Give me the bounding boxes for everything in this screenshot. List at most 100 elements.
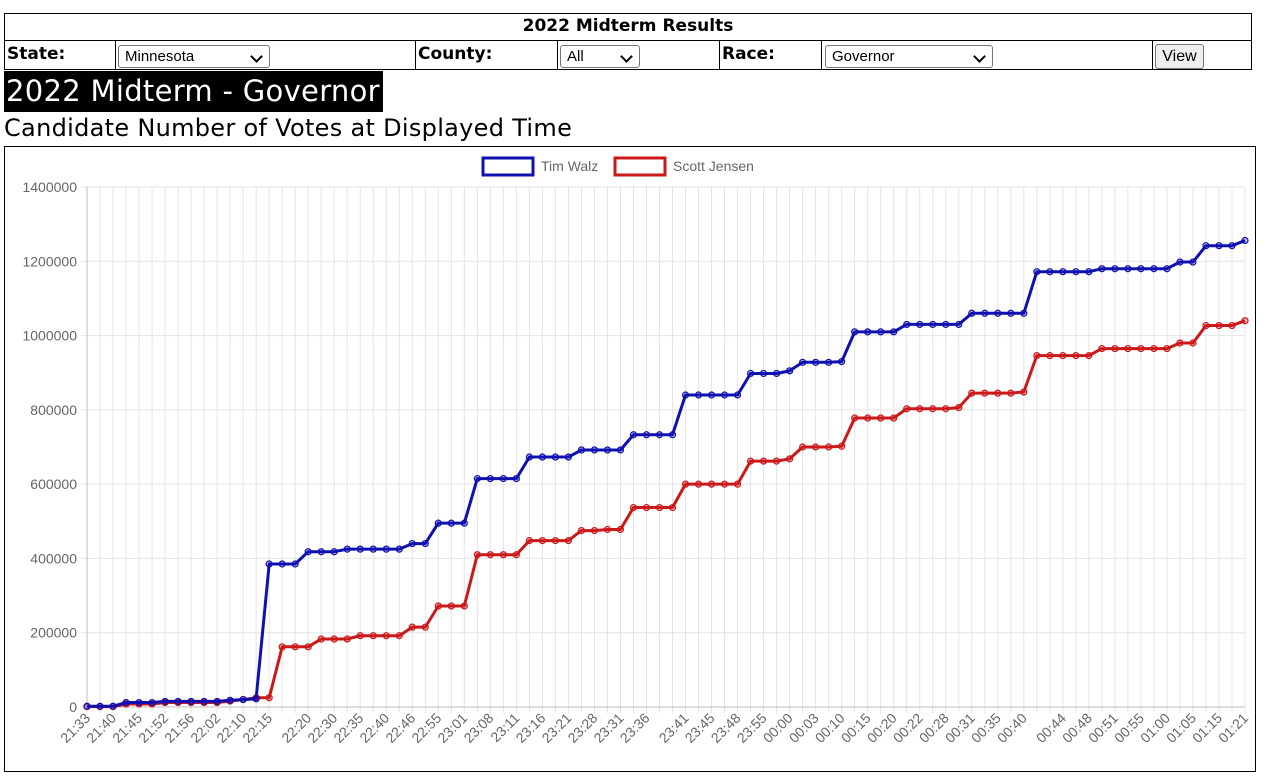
data-point[interactable] (825, 358, 833, 366)
view-button[interactable]: View (1155, 44, 1204, 69)
data-point[interactable] (629, 431, 638, 439)
legend-label[interactable]: Tim Walz (541, 158, 598, 174)
data-point[interactable] (473, 551, 481, 559)
data-point[interactable] (1072, 352, 1080, 360)
data-point[interactable] (746, 369, 755, 378)
data-point[interactable] (955, 404, 963, 412)
data-point[interactable] (239, 695, 247, 704)
data-point[interactable] (512, 474, 520, 483)
data-point[interactable] (877, 414, 885, 422)
data-point[interactable] (317, 548, 325, 556)
data-point[interactable] (1137, 265, 1145, 273)
data-point[interactable] (1189, 258, 1197, 266)
data-point[interactable] (655, 431, 664, 439)
data-point[interactable] (1072, 268, 1080, 276)
data-point[interactable] (317, 635, 325, 643)
data-point[interactable] (968, 309, 976, 317)
data-point[interactable] (434, 602, 442, 610)
data-point[interactable] (1007, 309, 1015, 317)
data-point[interactable] (1163, 344, 1171, 353)
data-point[interactable] (942, 405, 950, 413)
data-point[interactable] (981, 389, 989, 397)
data-point[interactable] (1215, 242, 1223, 250)
data-point[interactable] (851, 414, 859, 422)
data-point[interactable] (265, 694, 273, 702)
data-point[interactable] (499, 551, 507, 559)
data-point[interactable] (812, 358, 820, 366)
data-point[interactable] (538, 453, 546, 461)
data-point[interactable] (890, 328, 898, 336)
data-point[interactable] (291, 560, 299, 568)
data-point[interactable] (707, 480, 716, 488)
data-point[interactable] (564, 453, 573, 461)
county-select[interactable]: All (560, 45, 640, 68)
data-point[interactable] (213, 697, 221, 706)
data-point[interactable] (369, 632, 377, 640)
data-point[interactable] (603, 525, 612, 534)
data-point[interactable] (720, 391, 729, 399)
data-point[interactable] (408, 539, 416, 548)
race-select[interactable]: Governor (825, 45, 993, 68)
data-point[interactable] (694, 391, 703, 399)
data-point[interactable] (590, 526, 599, 535)
data-point[interactable] (929, 405, 937, 413)
data-point[interactable] (395, 545, 403, 553)
data-point[interactable] (590, 446, 599, 454)
data-point[interactable] (460, 602, 468, 610)
data-point[interactable] (1007, 389, 1015, 397)
data-point[interactable] (825, 443, 833, 451)
data-point[interactable] (577, 446, 586, 454)
data-point[interactable] (265, 560, 273, 568)
data-point[interactable] (161, 697, 169, 706)
data-point[interactable] (525, 453, 533, 461)
data-point[interactable] (851, 328, 859, 336)
data-point[interactable] (382, 632, 390, 640)
data-point[interactable] (629, 503, 638, 512)
data-point[interactable] (512, 551, 520, 559)
data-point[interactable] (1046, 352, 1054, 360)
data-point[interactable] (486, 551, 494, 559)
data-point[interactable] (135, 698, 143, 707)
data-point[interactable] (278, 560, 286, 568)
data-point[interactable] (864, 328, 872, 336)
data-point[interactable] (447, 519, 455, 527)
data-point[interactable] (1059, 268, 1067, 276)
data-point[interactable] (473, 474, 481, 483)
data-point[interactable] (122, 698, 130, 707)
data-point[interactable] (564, 537, 573, 545)
data-point[interactable] (746, 457, 755, 465)
data-point[interactable] (551, 537, 560, 545)
data-point[interactable] (994, 309, 1002, 317)
data-point[interactable] (187, 697, 195, 706)
data-point[interactable] (1228, 321, 1236, 330)
data-point[interactable] (903, 320, 911, 329)
data-point[interactable] (929, 320, 937, 329)
data-point[interactable] (1059, 352, 1067, 360)
data-point[interactable] (668, 503, 677, 512)
data-point[interactable] (421, 623, 429, 631)
data-point[interactable] (864, 414, 872, 422)
data-point[interactable] (421, 539, 429, 548)
legend-swatch[interactable] (481, 156, 535, 177)
state-select[interactable]: Minnesota (118, 45, 270, 68)
data-point[interactable] (395, 632, 403, 640)
data-point[interactable] (772, 457, 781, 465)
data-point[interactable] (226, 696, 234, 704)
data-point[interactable] (733, 480, 742, 488)
data-point[interactable] (903, 405, 911, 413)
data-point[interactable] (838, 442, 846, 450)
data-point[interactable] (916, 405, 924, 413)
data-point[interactable] (304, 643, 312, 651)
data-point[interactable] (551, 453, 560, 461)
data-point[interactable] (1176, 258, 1184, 266)
data-point[interactable] (733, 391, 742, 399)
data-point[interactable] (304, 548, 312, 556)
data-point[interactable] (577, 526, 586, 535)
data-point[interactable] (616, 446, 625, 454)
data-point[interactable] (1046, 268, 1054, 276)
data-point[interactable] (812, 443, 820, 451)
data-point[interactable] (252, 695, 260, 703)
data-point[interactable] (1033, 268, 1041, 276)
data-point[interactable] (968, 389, 976, 397)
data-point[interactable] (1111, 265, 1119, 273)
